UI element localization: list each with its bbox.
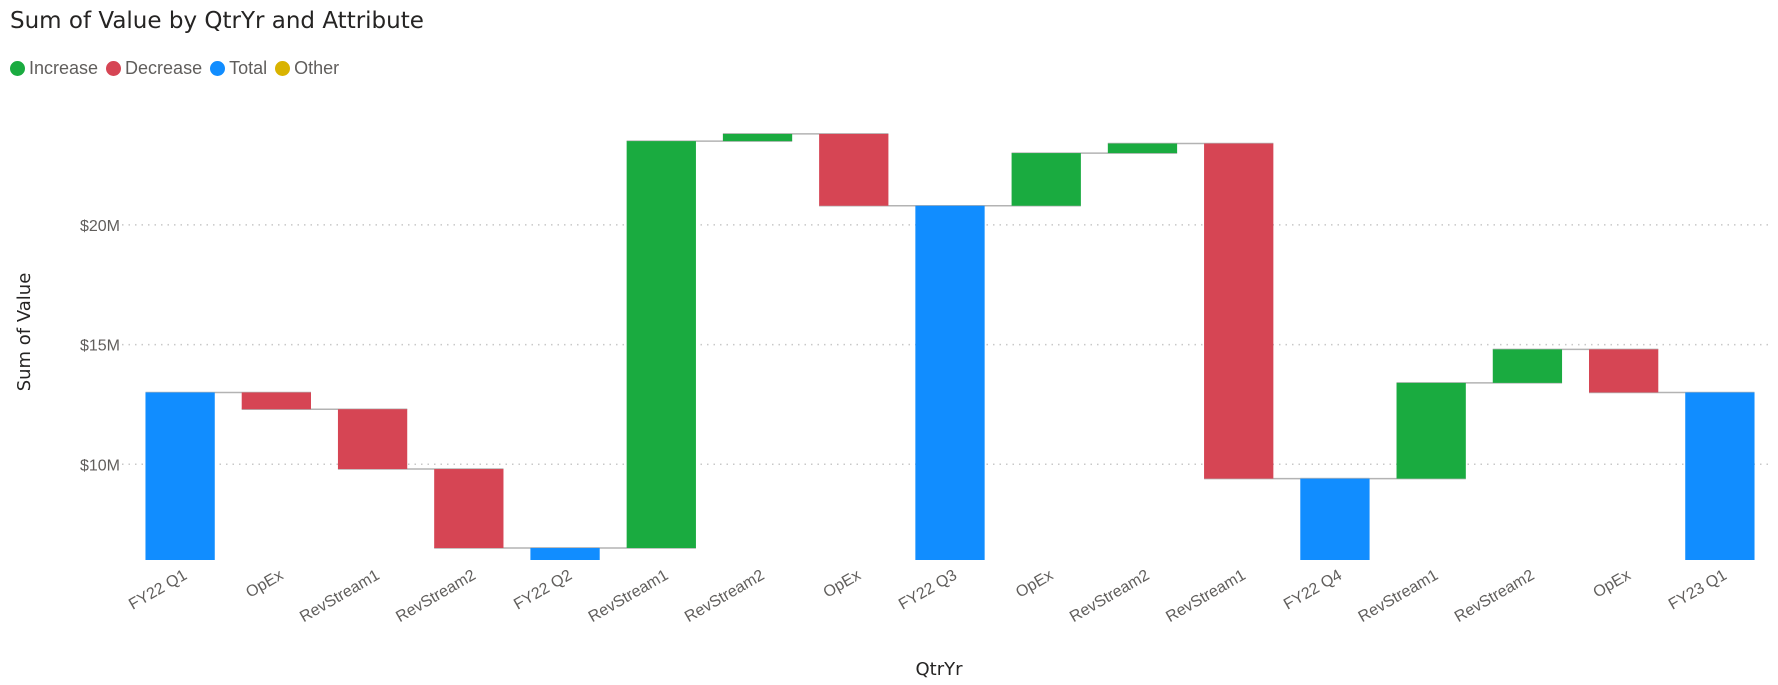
y-axis-ticks: $10M $15M $20M	[80, 218, 120, 474]
y-axis-title: Sum of Value	[14, 273, 35, 392]
x-tick-label: RevStream2	[1067, 567, 1153, 626]
bar-increase[interactable]	[1107, 143, 1178, 154]
x-tick-label: RevStream1	[1356, 567, 1442, 626]
bar-increase[interactable]	[1396, 382, 1466, 479]
x-tick-label: RevStream2	[393, 567, 479, 626]
x-tick-label: FY22 Q3	[896, 567, 960, 614]
x-tick-label: OpEx	[1590, 567, 1633, 602]
bar-decrease[interactable]	[337, 409, 408, 470]
bar-total[interactable]	[145, 392, 215, 560]
legend-label-increase: Increase	[29, 58, 99, 78]
legend-item-other[interactable]: Other	[275, 58, 339, 79]
chart-title: Sum of Value by QtrYr and Attribute	[10, 8, 424, 34]
legend-dot-decrease	[106, 61, 122, 76]
x-tick-label: RevStream2	[1452, 567, 1538, 626]
legend-item-total[interactable]: Total	[210, 58, 267, 79]
bar-total[interactable]	[1685, 392, 1755, 560]
legend-dot-increase	[10, 61, 25, 76]
y-tick-label: $20M	[80, 218, 120, 235]
bar-increase[interactable]	[626, 141, 696, 549]
bar-decrease[interactable]	[1204, 143, 1274, 479]
bar-total[interactable]	[1300, 478, 1370, 560]
x-axis-ticks: FY22 Q1 OpEx RevStream1 RevStream2 FY22 Q2 Re…	[126, 567, 1730, 626]
x-tick-label: RevStream1	[1163, 567, 1249, 626]
x-tick-label: RevStream2	[682, 567, 768, 626]
y-tick-label: $10M	[80, 457, 120, 474]
y-tick-label: $15M	[80, 338, 120, 355]
bar-decrease[interactable]	[1589, 349, 1659, 393]
legend-label-other: Other	[294, 58, 340, 78]
legend-label-total: Total	[229, 58, 268, 78]
bar-total[interactable]	[530, 548, 600, 560]
x-tick-label: FY22 Q4	[1281, 567, 1345, 614]
bar-increase[interactable]	[1011, 153, 1081, 206]
x-tick-label: FY22 Q2	[511, 567, 575, 614]
legend-dot-total	[210, 61, 226, 76]
bars	[145, 133, 1755, 560]
legend-dot-other	[275, 61, 291, 76]
bar-decrease[interactable]	[241, 392, 311, 410]
legend-item-decrease[interactable]: Decrease	[106, 58, 202, 79]
x-tick-label: RevStream1	[586, 567, 672, 626]
legend-item-increase[interactable]: Increase	[10, 58, 98, 79]
x-tick-label: OpEx	[1013, 567, 1056, 602]
bar-decrease[interactable]	[819, 133, 889, 206]
bar-total[interactable]	[915, 205, 985, 560]
x-tick-label: RevStream1	[297, 567, 383, 626]
x-axis-title: QtrYr	[915, 659, 963, 680]
bar-increase[interactable]	[1492, 349, 1563, 383]
x-tick-label: OpEx	[821, 567, 864, 602]
bar-decrease[interactable]	[434, 469, 504, 549]
x-tick-label: OpEx	[243, 567, 286, 602]
legend-label-decrease: Decrease	[125, 58, 203, 78]
x-tick-label: FY23 Q1	[1666, 567, 1730, 614]
x-tick-label: FY22 Q1	[126, 567, 190, 614]
bar-increase[interactable]	[722, 133, 793, 142]
legend[interactable]: Increase Decrease Total Other	[10, 58, 347, 79]
